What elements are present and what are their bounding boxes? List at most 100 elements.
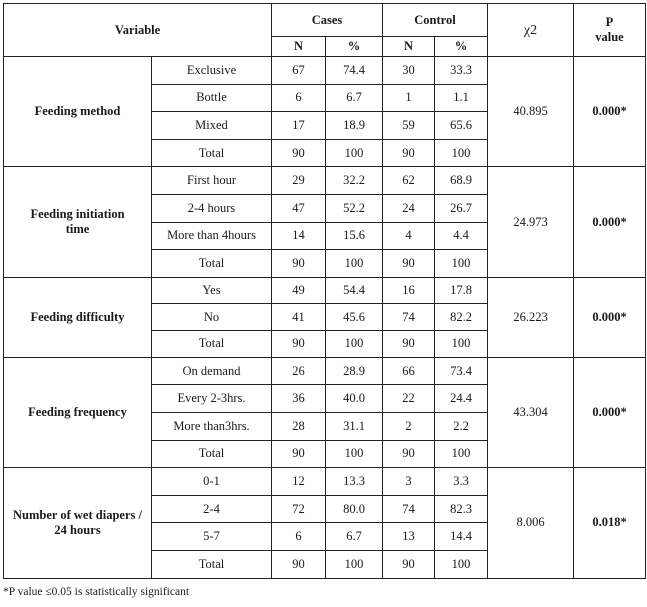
table-row: Feeding difficulty Yes 49 54.4 16 17.8 26.223 0… xyxy=(3,276,646,358)
cases-n: 28 xyxy=(271,412,326,441)
variable-name: Feeding initiation time xyxy=(3,166,152,278)
table-row: Total 90 100 90 100 xyxy=(4,549,646,579)
p-value: 0.000* xyxy=(573,356,646,469)
cases-pct: 15.6 xyxy=(325,221,383,251)
control-n: 90 xyxy=(382,439,435,469)
cases-n: 90 xyxy=(271,549,326,579)
cases-pct: 18.9 xyxy=(325,111,383,140)
chi-square-value: 26.223 xyxy=(487,276,574,358)
cases-n: 47 xyxy=(271,193,326,223)
table-row: 2-4 hours 47 52.2 24 26.7 xyxy=(4,193,646,223)
cases-pct: 31.1 xyxy=(325,412,383,441)
cases-pct: 100 xyxy=(325,138,383,168)
cases-n: 6 xyxy=(271,522,326,551)
header-cases-n: N xyxy=(271,36,326,57)
cases-pct: 32.2 xyxy=(325,166,383,195)
cases-n: 14 xyxy=(271,221,326,251)
p-value: 0.000* xyxy=(573,276,646,358)
category-label: On demand xyxy=(151,356,272,386)
category-label: Total xyxy=(151,249,272,278)
cases-pct: 100 xyxy=(325,549,383,579)
p-value: 0.018* xyxy=(573,467,646,579)
cases-pct: 54.4 xyxy=(325,276,383,305)
variable-name: Feeding frequency xyxy=(3,356,152,469)
cases-pct: 52.2 xyxy=(325,193,383,223)
control-n: 22 xyxy=(382,384,435,413)
table-row: Total 90 100 90 100 xyxy=(4,330,646,358)
cases-n: 36 xyxy=(271,384,326,413)
control-pct: 82.2 xyxy=(434,303,488,332)
category-label: No xyxy=(151,303,272,332)
control-pct: 2.2 xyxy=(434,412,488,441)
cases-n: 90 xyxy=(271,330,326,358)
control-pct: 17.8 xyxy=(434,276,488,305)
control-pct: 100 xyxy=(434,138,488,168)
category-label: Total xyxy=(151,330,272,358)
cases-n: 72 xyxy=(271,494,326,524)
header-cases-pct: % xyxy=(325,36,383,57)
table-row: Every 2-3hrs. 36 40.0 22 24.4 xyxy=(4,384,646,413)
table-row: Total 90 100 90 100 xyxy=(4,138,646,168)
category-label: Exclusive xyxy=(151,56,272,85)
control-pct: 26.7 xyxy=(434,193,488,223)
category-label: 2-4 hours xyxy=(151,193,272,223)
category-label: More than3hrs. xyxy=(151,412,272,441)
header-cases: Cases xyxy=(271,3,383,37)
cases-n: 90 xyxy=(271,249,326,278)
control-n: 30 xyxy=(382,56,435,85)
category-label: Every 2-3hrs. xyxy=(151,384,272,413)
control-n: 16 xyxy=(382,276,435,305)
control-pct: 100 xyxy=(434,549,488,579)
variable-name: Number of wet diapers / 24 hours xyxy=(3,467,152,579)
category-label: Yes xyxy=(151,276,272,305)
header-chi-square: χ2 xyxy=(487,3,574,57)
header-p-value-line2: value xyxy=(595,30,624,44)
control-n: 74 xyxy=(382,303,435,332)
category-label: Total xyxy=(151,549,272,579)
cases-pct: 100 xyxy=(325,439,383,469)
control-pct: 24.4 xyxy=(434,384,488,413)
p-value: 0.000* xyxy=(573,166,646,278)
cases-n: 29 xyxy=(271,166,326,195)
control-pct: 100 xyxy=(434,249,488,278)
control-n: 90 xyxy=(382,549,435,579)
control-pct: 100 xyxy=(434,439,488,469)
cases-n: 17 xyxy=(271,111,326,140)
category-label: Total xyxy=(151,439,272,469)
table-row: Total 90 100 90 100 xyxy=(4,439,646,469)
header-p-value-line1: P xyxy=(605,15,614,29)
header-control-n: N xyxy=(382,36,435,57)
control-pct: 65.6 xyxy=(434,111,488,140)
control-n: 59 xyxy=(382,111,435,140)
cases-pct: 100 xyxy=(325,330,383,358)
control-n: 13 xyxy=(382,522,435,551)
variable-name: Feeding difficulty xyxy=(3,276,152,358)
category-label: 0-1 xyxy=(151,467,272,496)
control-n: 90 xyxy=(382,330,435,358)
chi-square-value: 43.304 xyxy=(487,356,574,469)
cases-n: 12 xyxy=(271,467,326,496)
control-n: 90 xyxy=(382,249,435,278)
header-control-pct: % xyxy=(434,36,488,57)
table-row: 5-7 6 6.7 13 14.4 xyxy=(4,522,646,551)
table-body: Feeding method Exclusive 67 74.4 30 33.3 40.89… xyxy=(3,55,646,579)
cases-n: 6 xyxy=(271,83,326,113)
cases-pct: 40.0 xyxy=(325,384,383,413)
control-n: 90 xyxy=(382,138,435,168)
control-pct: 33.3 xyxy=(434,56,488,85)
cases-n: 67 xyxy=(271,56,326,85)
chi-square-value: 40.895 xyxy=(487,55,574,168)
cases-pct: 6.7 xyxy=(325,83,383,113)
cases-pct: 100 xyxy=(325,249,383,278)
cases-pct: 80.0 xyxy=(325,494,383,524)
control-pct: 3.3 xyxy=(434,467,488,496)
control-pct: 100 xyxy=(434,330,488,358)
category-label: More than 4hours xyxy=(151,221,272,251)
control-n: 3 xyxy=(382,467,435,496)
cases-pct: 74.4 xyxy=(325,56,383,85)
control-pct: 68.9 xyxy=(434,166,488,195)
control-pct: 82.3 xyxy=(434,494,488,524)
category-label: 5-7 xyxy=(151,522,272,551)
table-row: Bottle 6 6.7 1 1.1 xyxy=(4,83,646,113)
